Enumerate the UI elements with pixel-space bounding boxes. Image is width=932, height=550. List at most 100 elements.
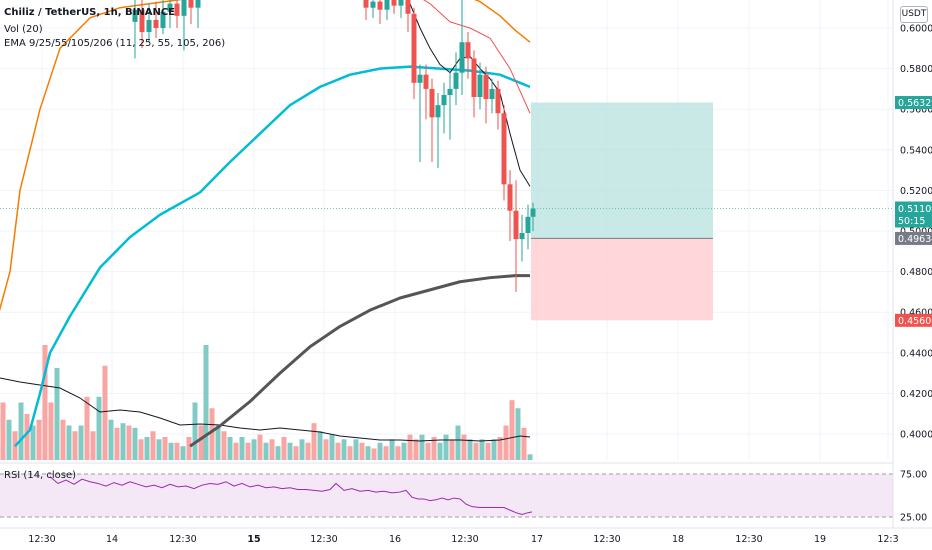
candle-body: [435, 105, 441, 118]
countdown-label: 50:15: [898, 216, 925, 227]
candle-body: [489, 88, 495, 100]
volume-bar: [377, 442, 383, 460]
symbol-title: Chiliz / TetherUS, 1h, BINANCE: [4, 7, 176, 18]
ema-25-line: [423, 0, 531, 114]
rsi-tick-label: 25.00: [900, 513, 927, 524]
volume-bar: [269, 439, 275, 460]
candle-body: [441, 94, 447, 106]
candle-body: [465, 42, 471, 59]
volume-bar: [407, 434, 413, 460]
volume-bar: [413, 439, 419, 460]
volume-bar: [443, 434, 449, 460]
volume-bar: [317, 431, 323, 460]
volume-bar: [90, 431, 96, 460]
candle-body: [377, 1, 383, 10]
candle-body: [477, 74, 483, 98]
candle-body: [153, 19, 159, 28]
volume-bar: [48, 402, 54, 460]
volume-bar: [221, 431, 227, 460]
volume-bar: [215, 425, 221, 460]
volume-bar: [479, 439, 485, 460]
volume-bar: [329, 434, 335, 460]
volume-bar: [54, 368, 60, 460]
volume-bar: [245, 442, 251, 460]
time-tick-label: 18: [672, 534, 684, 545]
time-tick-label: 12:30: [735, 534, 762, 545]
rsi-band: [0, 474, 893, 517]
candle-body: [195, 0, 201, 8]
volume-bar: [521, 427, 527, 460]
time-tick-label: 12:30: [451, 534, 478, 545]
ema-9-line: [409, 3, 531, 187]
volume-bar: [509, 400, 515, 460]
volume-bar: [347, 446, 353, 460]
rsi-indicator-title: RSI (14, close): [4, 470, 77, 481]
profit-zone: [531, 102, 713, 239]
rsi-tick-label: 75.00: [900, 470, 927, 481]
volume-bar: [323, 439, 329, 460]
volume-bar: [209, 408, 215, 460]
volume-bar: [389, 439, 395, 460]
candle-body: [167, 3, 173, 12]
candle-body: [495, 88, 501, 114]
volume-bar: [467, 439, 473, 460]
candle-body: [513, 210, 519, 240]
candle-body: [453, 72, 459, 89]
candle-body: [391, 0, 397, 6]
volume-bar: [263, 442, 269, 460]
candle-body: [501, 113, 507, 185]
time-tick-label: 12:30: [169, 534, 196, 545]
volume-bar: [371, 448, 377, 460]
volume-bar: [180, 446, 186, 460]
volume-bar: [359, 442, 365, 460]
volume-bar: [60, 419, 66, 460]
candle-body: [417, 74, 423, 83]
volume-bar: [102, 365, 108, 460]
ema-mid-line: [14, 65, 531, 448]
volume-bar: [485, 442, 491, 460]
candle-body: [525, 216, 531, 234]
volume-bar: [341, 439, 347, 460]
volume-bar: [305, 442, 311, 460]
candle-body: [405, 0, 411, 14]
volume-bar: [138, 439, 144, 460]
volume-bar: [132, 427, 138, 460]
volume-bar: [353, 439, 359, 460]
volume-bar: [455, 425, 461, 460]
candle-body: [132, 9, 138, 22]
volume-bar: [6, 419, 12, 460]
volume-bar: [275, 446, 281, 460]
volume-bar: [186, 437, 192, 460]
volume-bar: [491, 439, 497, 460]
rsi-line: [49, 476, 533, 515]
volume-bar: [425, 442, 431, 460]
entry-price-label-bg: [895, 231, 932, 245]
candle-body: [174, 3, 180, 16]
volume-bar: [383, 446, 389, 460]
ema-indicator-title: EMA 9/25/55/105/206 (11, 25, 55, 105, 20…: [4, 38, 226, 49]
loss-zone: [531, 238, 713, 321]
price-tick-label: 0.40000: [900, 430, 932, 441]
candle-body: [471, 58, 477, 98]
volume-bar: [156, 439, 162, 460]
volume-bar: [114, 427, 120, 460]
candle-body: [530, 208, 536, 217]
volume-bar: [78, 425, 84, 460]
volume-bar: [401, 442, 407, 460]
volume-bar: [395, 446, 401, 460]
volume-bar: [168, 442, 174, 460]
candle-body: [447, 88, 453, 95]
volume-bar: [198, 425, 204, 460]
currency-badge[interactable]: USDT: [900, 6, 928, 23]
volume-bar: [227, 437, 233, 460]
volume-indicator-title: Vol (20): [4, 24, 43, 35]
volume-bar: [515, 408, 521, 460]
volume-bar: [192, 402, 198, 460]
volume-bar: [96, 396, 102, 460]
volume-bar: [365, 446, 371, 460]
